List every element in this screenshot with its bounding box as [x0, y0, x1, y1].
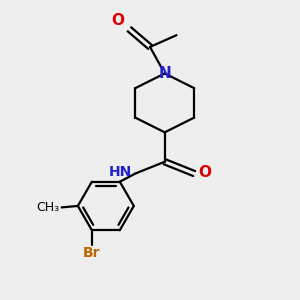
Text: Br: Br — [83, 246, 100, 260]
Text: CH₃: CH₃ — [36, 201, 59, 214]
Text: HN: HN — [109, 165, 132, 179]
Text: O: O — [199, 165, 212, 180]
Text: O: O — [111, 13, 124, 28]
Text: N: N — [158, 66, 171, 81]
